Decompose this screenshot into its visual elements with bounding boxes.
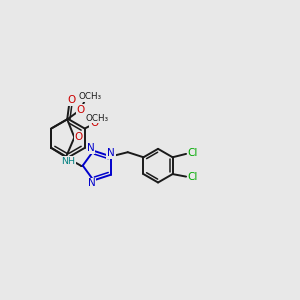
Text: OCH₃: OCH₃ bbox=[86, 113, 109, 122]
Text: Cl: Cl bbox=[187, 172, 198, 182]
Text: O: O bbox=[90, 118, 98, 128]
Text: O: O bbox=[76, 105, 85, 115]
Text: N: N bbox=[88, 178, 95, 188]
Text: N: N bbox=[87, 143, 94, 153]
Text: OCH₃: OCH₃ bbox=[78, 92, 101, 101]
Text: N: N bbox=[107, 148, 115, 158]
Text: O: O bbox=[74, 132, 83, 142]
Text: O: O bbox=[68, 95, 76, 105]
Text: Cl: Cl bbox=[187, 148, 198, 158]
Text: NH: NH bbox=[61, 157, 75, 166]
